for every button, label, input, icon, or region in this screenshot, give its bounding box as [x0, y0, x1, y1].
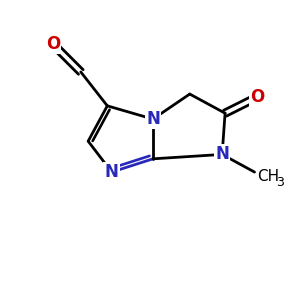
Text: O: O — [250, 88, 265, 106]
Text: N: N — [215, 146, 229, 164]
Text: O: O — [46, 35, 60, 53]
Text: N: N — [146, 110, 160, 128]
Text: CH: CH — [257, 169, 280, 184]
Text: N: N — [105, 163, 119, 181]
Text: 3: 3 — [276, 176, 283, 189]
